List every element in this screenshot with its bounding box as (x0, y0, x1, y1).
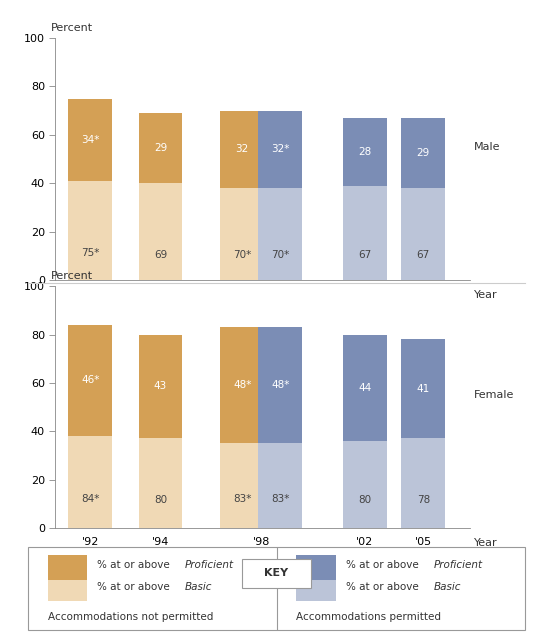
Bar (48, 580, 87, 600)
Bar (220, 111, 264, 188)
Text: 67: 67 (417, 251, 430, 260)
Text: Basic: Basic (185, 582, 212, 591)
Text: 29: 29 (154, 143, 167, 153)
Text: Accommodations not permitted: Accommodations not permitted (48, 612, 213, 622)
Text: Percent: Percent (51, 24, 93, 33)
Text: 43: 43 (154, 382, 167, 392)
Text: Proficient: Proficient (185, 560, 233, 570)
Text: 80: 80 (154, 495, 167, 505)
Text: 67: 67 (358, 251, 372, 260)
Text: Year: Year (474, 537, 498, 548)
Text: 48*: 48* (271, 380, 289, 391)
Text: Male: Male (474, 142, 500, 152)
Bar (343, 118, 387, 186)
Bar (401, 340, 445, 528)
Bar (258, 111, 302, 188)
Bar (258, 328, 302, 443)
Bar (69, 325, 112, 528)
Text: 80: 80 (358, 495, 372, 505)
Text: 69: 69 (154, 250, 167, 260)
Bar (258, 111, 302, 280)
Bar (139, 335, 182, 528)
Bar (296, 580, 336, 600)
Bar (69, 99, 112, 181)
Bar (343, 335, 387, 528)
Bar (401, 118, 445, 188)
Bar (220, 328, 264, 443)
Text: 83*: 83* (271, 494, 289, 504)
Bar (296, 555, 336, 580)
Text: 70*: 70* (233, 249, 252, 259)
Text: 28: 28 (358, 147, 372, 156)
Text: 44: 44 (358, 383, 372, 392)
Text: 70*: 70* (271, 249, 289, 259)
Text: 48*: 48* (233, 380, 252, 391)
Text: 41: 41 (417, 384, 430, 394)
Bar (139, 335, 182, 438)
Bar (48, 555, 87, 580)
Text: 83*: 83* (233, 494, 252, 504)
Text: % at or above: % at or above (346, 560, 422, 570)
Text: Percent: Percent (51, 272, 93, 281)
Bar (69, 99, 112, 280)
Bar (401, 340, 445, 438)
Text: Accommodations permitted: Accommodations permitted (296, 612, 441, 622)
Text: 34*: 34* (81, 135, 100, 144)
Bar (139, 113, 182, 280)
Text: 29: 29 (417, 148, 430, 158)
Text: % at or above: % at or above (97, 560, 173, 570)
Bar (139, 113, 182, 183)
Text: 84*: 84* (81, 494, 100, 504)
Bar (69, 325, 112, 436)
Text: % at or above: % at or above (346, 582, 422, 591)
Bar (220, 111, 264, 280)
Text: 32*: 32* (271, 144, 289, 155)
Bar (401, 118, 445, 280)
Text: Year: Year (474, 289, 498, 300)
Text: Proficient: Proficient (433, 560, 482, 570)
Text: Basic: Basic (433, 582, 461, 591)
Bar (343, 118, 387, 280)
Text: 78: 78 (417, 495, 430, 505)
Bar (220, 328, 264, 528)
Bar (242, 558, 311, 588)
Bar (258, 328, 302, 528)
Text: % at or above: % at or above (97, 582, 173, 591)
Bar (343, 335, 387, 441)
Text: 46*: 46* (81, 375, 100, 385)
Text: Female: Female (474, 390, 515, 400)
Text: 32: 32 (236, 144, 249, 155)
Text: 75*: 75* (81, 248, 100, 258)
Text: KEY: KEY (264, 569, 289, 578)
